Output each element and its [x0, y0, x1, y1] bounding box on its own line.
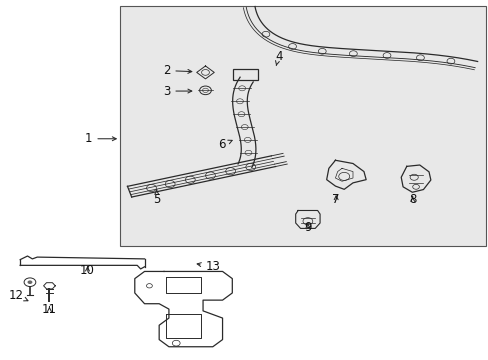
Bar [120, 6, 485, 246]
Text: 13: 13 [197, 260, 220, 273]
Text: 7: 7 [332, 193, 339, 206]
Text: 6: 6 [218, 138, 232, 151]
Text: 10: 10 [80, 264, 95, 277]
Text: 11: 11 [42, 303, 57, 316]
Text: 12: 12 [9, 289, 28, 302]
Text: 4: 4 [274, 50, 282, 66]
Text: 5: 5 [153, 190, 160, 206]
Text: 3: 3 [163, 85, 191, 98]
Circle shape [27, 280, 32, 284]
Text: 2: 2 [163, 64, 191, 77]
Text: 8: 8 [408, 193, 416, 206]
Bar [233, 69, 257, 80]
Text: 1: 1 [85, 132, 116, 145]
Text: 9: 9 [304, 221, 311, 234]
